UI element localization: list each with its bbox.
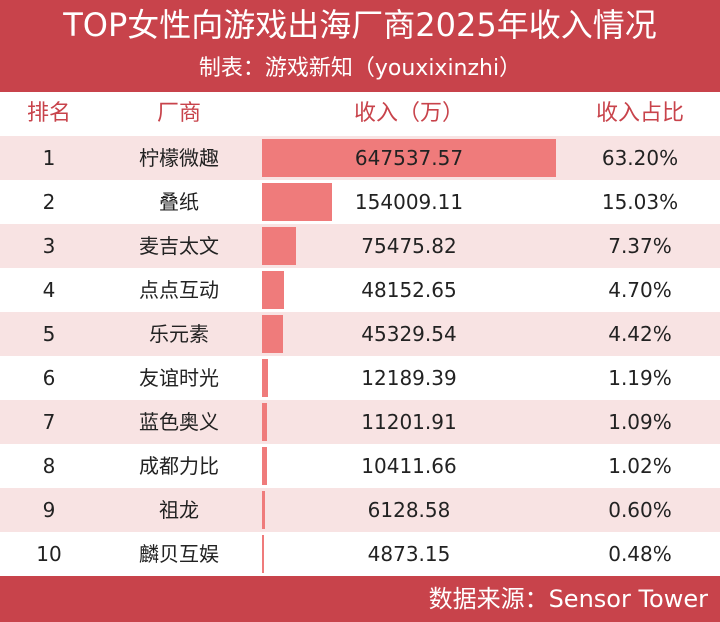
share-cell: 63.20% bbox=[601, 146, 679, 170]
revenue-cell: 10411.66 bbox=[361, 454, 457, 478]
table-row: 3 麦吉太文 75475.82 7.37% bbox=[0, 224, 720, 268]
table-row: 6 友谊时光 12189.39 1.19% bbox=[0, 356, 720, 400]
revenue-cell: 12189.39 bbox=[361, 366, 457, 390]
column-header-company: 厂商 bbox=[156, 101, 201, 126]
table-row: 4 点点互动 48152.65 4.70% bbox=[0, 268, 720, 312]
revenue-bar bbox=[262, 535, 264, 573]
share-cell: 7.37% bbox=[608, 234, 672, 258]
table-row: 8 成都力比 10411.66 1.02% bbox=[0, 444, 720, 488]
table-row: 1 柠檬微趣 647537.57 63.20% bbox=[0, 136, 720, 180]
company-cell: 点点互动 bbox=[139, 278, 219, 302]
share-cell: 1.09% bbox=[608, 410, 672, 434]
rank-cell: 4 bbox=[42, 278, 56, 302]
share-cell: 4.42% bbox=[608, 322, 672, 346]
revenue-cell: 11201.91 bbox=[361, 410, 457, 434]
revenue-bar bbox=[262, 359, 268, 397]
revenue-bar bbox=[262, 403, 267, 441]
title-banner: TOP女性向游戏出海厂商2025年收入情况 制表：游戏新知（youxixinzh… bbox=[0, 0, 720, 92]
rank-cell: 9 bbox=[42, 498, 56, 522]
company-cell: 祖龙 bbox=[159, 498, 199, 522]
company-cell: 乐元素 bbox=[149, 322, 209, 346]
company-cell: 成都力比 bbox=[139, 454, 219, 478]
rank-cell: 3 bbox=[42, 234, 56, 258]
share-cell: 1.02% bbox=[608, 454, 672, 478]
rank-cell: 7 bbox=[42, 410, 56, 434]
table-body: 1 柠檬微趣 647537.57 63.20% 2 叠纸 154009.11 15.03% 3 麦… bbox=[0, 136, 720, 576]
table-row: 9 祖龙 6128.58 0.60% bbox=[0, 488, 720, 532]
column-header-rank: 排名 bbox=[26, 101, 71, 126]
revenue-cell: 45329.54 bbox=[361, 322, 457, 346]
column-header-revenue: 收入（万） bbox=[353, 101, 464, 126]
company-cell: 麦吉太文 bbox=[139, 234, 219, 258]
share-cell: 1.19% bbox=[608, 366, 672, 390]
revenue-bar bbox=[262, 183, 332, 221]
share-cell: 4.70% bbox=[608, 278, 672, 302]
share-cell: 0.48% bbox=[608, 542, 672, 566]
share-cell: 15.03% bbox=[601, 190, 679, 214]
table-row: 10 麟贝互娱 4873.15 0.48% bbox=[0, 532, 720, 576]
chart-title: TOP女性向游戏出海厂商2025年收入情况 bbox=[63, 6, 657, 44]
revenue-cell: 75475.82 bbox=[361, 234, 457, 258]
rank-cell: 10 bbox=[36, 542, 62, 566]
company-cell: 麟贝互娱 bbox=[139, 542, 219, 566]
revenue-bar bbox=[262, 491, 265, 529]
revenue-cell: 48152.65 bbox=[361, 278, 457, 302]
rank-cell: 6 bbox=[42, 366, 56, 390]
data-source: 数据来源：Sensor Tower bbox=[428, 585, 708, 613]
company-cell: 蓝色奥义 bbox=[139, 410, 219, 434]
source-footer: 数据来源：Sensor Tower bbox=[0, 576, 720, 622]
company-cell: 友谊时光 bbox=[139, 366, 219, 390]
revenue-bar bbox=[262, 271, 284, 309]
company-cell: 柠檬微趣 bbox=[139, 146, 219, 170]
column-header-share: 收入占比 bbox=[595, 101, 684, 126]
rank-cell: 8 bbox=[42, 454, 56, 478]
revenue-cell: 154009.11 bbox=[354, 190, 464, 214]
share-cell: 0.60% bbox=[608, 498, 672, 522]
revenue-cell: 6128.58 bbox=[367, 498, 451, 522]
rank-cell: 1 bbox=[42, 146, 56, 170]
revenue-bar bbox=[262, 227, 296, 265]
revenue-bar bbox=[262, 447, 267, 485]
rank-cell: 2 bbox=[42, 190, 56, 214]
company-cell: 叠纸 bbox=[159, 190, 199, 214]
table-row: 2 叠纸 154009.11 15.03% bbox=[0, 180, 720, 224]
revenue-cell: 4873.15 bbox=[367, 542, 451, 566]
table-row: 7 蓝色奥义 11201.91 1.09% bbox=[0, 400, 720, 444]
table-header: 排名 厂商 收入（万） 收入占比 bbox=[0, 92, 720, 136]
revenue-bar bbox=[262, 139, 556, 177]
revenue-bar bbox=[262, 315, 283, 353]
chart-subtitle: 制表：游戏新知（youxixinzhi） bbox=[198, 56, 522, 81]
rank-cell: 5 bbox=[42, 322, 56, 346]
revenue-cell: 647537.57 bbox=[354, 146, 464, 170]
table-row: 5 乐元素 45329.54 4.42% bbox=[0, 312, 720, 356]
